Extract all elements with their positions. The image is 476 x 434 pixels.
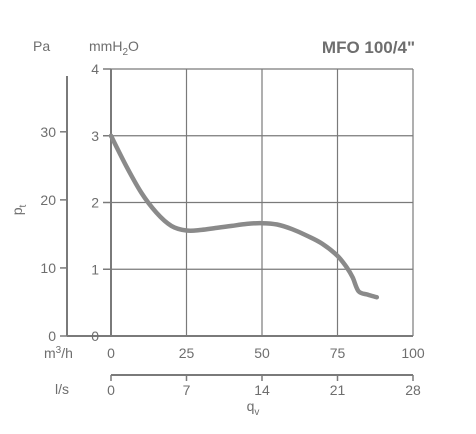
flow-subscript: v	[254, 407, 259, 418]
pa-unit-label: Pa	[33, 38, 50, 54]
pressure-symbol: p	[9, 207, 25, 215]
ls-unit-label: l/s	[55, 381, 69, 397]
tick-labels: 0 10 20 30 0 1 2 3 4 0 25 50 75 100 0 7 14 21 28	[40, 61, 424, 398]
m3h-unit-sup: 3	[56, 345, 62, 356]
mmh2o-unit-suffix: O	[128, 38, 139, 54]
tick-label-m3h-75: 75	[330, 345, 346, 361]
tick-label-ls-28: 28	[405, 382, 421, 398]
tick-label-mmh2o-3: 3	[91, 128, 99, 144]
mmh2o-unit-main: mmH	[89, 38, 122, 54]
performance-curve-layer	[108, 133, 380, 300]
tick-label-ls-7: 7	[183, 382, 191, 398]
m3h-unit-prefix: m	[44, 345, 56, 361]
tick-label-m3h-50: 50	[254, 345, 270, 361]
mmh2o-unit-label: mmH2O	[89, 38, 139, 58]
m3h-unit-suffix: /h	[61, 345, 73, 361]
tick-label-mmh2o-2: 2	[91, 195, 99, 211]
m3h-unit-label: m3/h	[44, 345, 73, 361]
tick-label-pa-10: 10	[40, 260, 56, 276]
tick-label-m3h-25: 25	[179, 345, 195, 361]
axes	[60, 68, 414, 381]
flow-axis-label: qv	[247, 398, 260, 418]
pressure-axis-label: pt	[9, 204, 29, 215]
performance-curve-0	[108, 133, 380, 300]
tick-label-ls-14: 14	[254, 382, 270, 398]
tick-label-mmh2o-0: 0	[91, 328, 99, 344]
pressure-subscript: t	[18, 204, 29, 207]
tick-label-pa-20: 20	[40, 192, 56, 208]
tick-label-pa-30: 30	[40, 124, 56, 140]
flow-symbol: q	[247, 398, 255, 414]
tick-label-pa-0: 0	[48, 328, 56, 344]
chart-title: MFO 100/4"	[322, 38, 415, 57]
tick-label-ls-21: 21	[330, 382, 346, 398]
tick-label-mmh2o-4: 4	[91, 61, 99, 77]
tick-label-mmh2o-1: 1	[91, 261, 99, 277]
tick-label-m3h-100: 100	[401, 345, 425, 361]
tick-label-ls-0: 0	[107, 382, 115, 398]
tick-label-m3h-0: 0	[107, 345, 115, 361]
mmh2o-unit-sub: 2	[122, 47, 128, 58]
